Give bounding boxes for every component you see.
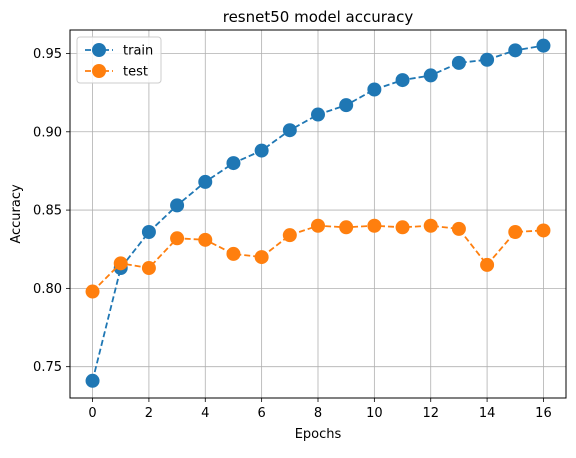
y-tick-label: 0.75 [33,360,62,375]
x-tick-label: 4 [201,406,209,421]
y-tick-label: 0.95 [33,47,62,62]
x-tick-label: 0 [88,406,96,421]
test-point [141,261,156,276]
x-tick-label: 12 [422,406,439,421]
legend-marker [92,43,106,57]
test-point [451,221,466,236]
y-tick-label: 0.85 [33,204,62,219]
test-point [423,218,438,233]
test-point [536,223,551,238]
x-tick-label: 6 [257,406,265,421]
legend-label: test [123,65,148,80]
legend-item-train: train [85,43,153,59]
test-point [395,220,410,235]
train-point [367,82,382,97]
train-point [85,373,100,388]
series-layer [85,38,551,388]
test-point [226,246,241,261]
test-point [480,257,495,272]
train-point [536,38,551,53]
x-tick-label: 2 [145,406,153,421]
test-point [282,228,297,243]
series-train [85,38,551,388]
train-point [451,55,466,70]
legend: train test [76,36,162,84]
x-tick-label: 8 [314,406,322,421]
x-tick-label: 10 [366,406,383,421]
train-point [339,98,354,113]
test-point [339,220,354,235]
y-tick-label: 0.80 [33,282,62,297]
test-point [170,231,185,246]
legend-label: train [123,44,153,59]
train-point [508,43,523,58]
test-point [254,250,269,265]
train-point [282,123,297,138]
test-point [508,225,523,240]
train-point [423,68,438,83]
ticks-layer: 0 2 4 6 8 10 12 14 16 0.75 0.80 0.85 0.90 0.95 [33,47,552,421]
train-point [254,143,269,158]
chart-title: resnet50 model accuracy [223,8,414,26]
legend-marker [92,64,106,78]
test-point [311,218,325,233]
train-point [226,156,241,171]
test-point [85,284,100,299]
train-point [395,73,410,88]
train-point [480,52,495,67]
y-axis-label: Accuracy [9,184,24,244]
legend-item-test: test [85,64,148,80]
x-tick-label: 16 [535,406,552,421]
series-test [85,218,551,299]
x-axis-label: Epochs [295,427,342,442]
train-point [170,198,185,213]
train-point [141,225,156,240]
grid [70,30,566,398]
test-point [198,232,213,247]
x-tick-label: 14 [479,406,496,421]
y-tick-label: 0.90 [33,125,62,140]
train-point [198,174,213,189]
test-point [367,218,382,233]
test-point [113,256,128,271]
train-point [311,107,325,122]
